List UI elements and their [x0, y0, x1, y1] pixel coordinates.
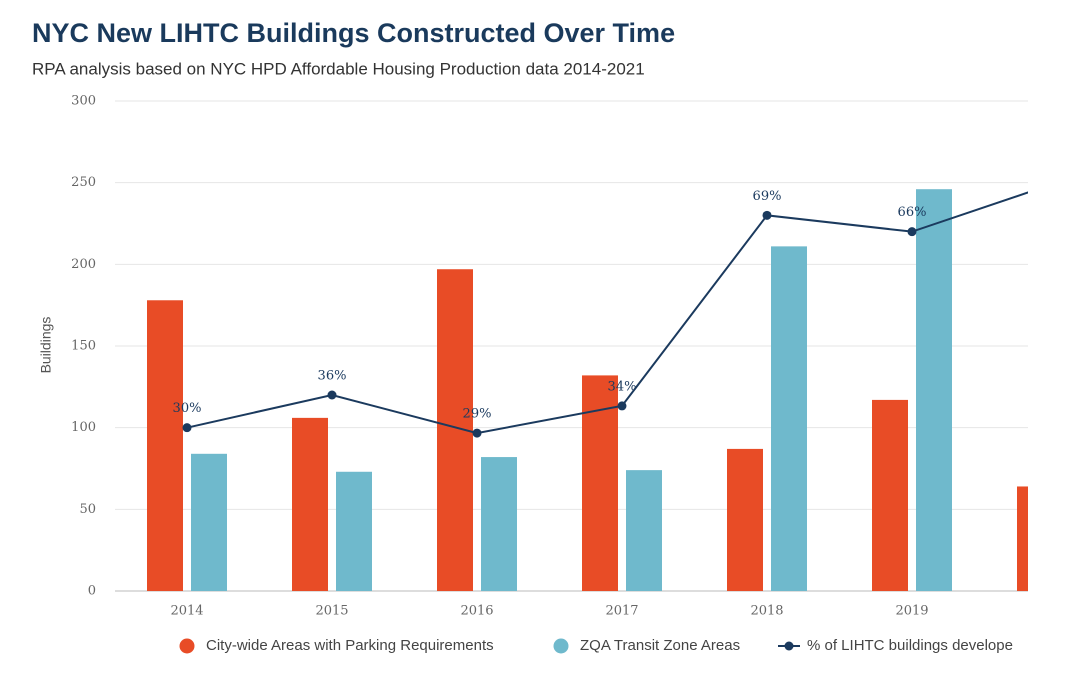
- y-tick-label: 300: [71, 94, 96, 109]
- bar: [626, 470, 662, 591]
- data-label: 66%: [898, 205, 927, 220]
- y-tick-label: 250: [71, 175, 96, 190]
- x-tick-label: 2014: [170, 604, 203, 619]
- line-point: [907, 227, 917, 237]
- line-point: [327, 390, 337, 400]
- y-tick-label: 0: [88, 584, 96, 599]
- x-tick-label: 2017: [605, 604, 638, 619]
- bar: [916, 189, 952, 591]
- chart-subtitle: RPA analysis based on NYC HPD Affordable…: [32, 59, 645, 78]
- bar: [336, 471, 372, 591]
- bar: [1017, 486, 1028, 591]
- chart-title: NYC New LIHTC Buildings Constructed Over…: [32, 18, 675, 48]
- data-label: 36%: [318, 369, 347, 384]
- legend-label: City-wide Areas with Parking Requirement…: [206, 637, 494, 654]
- bar: [872, 399, 908, 591]
- line-point: [1053, 178, 1062, 187]
- line-point: [182, 423, 192, 433]
- bar: [727, 448, 763, 591]
- data-label: 30%: [173, 401, 202, 416]
- bar: [292, 417, 328, 591]
- bar: [191, 453, 227, 591]
- x-tick-label: 2016: [460, 604, 493, 619]
- bar: [771, 246, 807, 591]
- legend-label: ZQA Transit Zone Areas: [580, 637, 740, 654]
- legend-marker: [179, 638, 195, 654]
- bar: [147, 300, 183, 591]
- x-tick-label: 2018: [750, 604, 783, 619]
- legend-marker: [553, 638, 569, 654]
- plot-area: 30% 36% 29% 34% 69% 66%: [115, 100, 1062, 592]
- data-label: 34%: [608, 379, 637, 394]
- x-tick-label: 2019: [895, 604, 928, 619]
- y-tick-label: 50: [79, 502, 96, 517]
- y-tick-label: 200: [71, 257, 96, 272]
- line-point: [472, 428, 482, 438]
- x-tick-label: 2015: [315, 604, 348, 619]
- legend-marker: [784, 641, 794, 651]
- legend-label: % of LIHTC buildings develope: [807, 637, 1013, 654]
- data-label: 69%: [753, 189, 782, 204]
- bar: [481, 457, 517, 591]
- y-axis-label: Buildings: [38, 317, 54, 374]
- line-point: [762, 210, 772, 220]
- y-tick-label: 150: [71, 339, 96, 354]
- line-point: [617, 401, 627, 411]
- data-label: 29%: [463, 407, 492, 422]
- y-tick-label: 100: [71, 420, 96, 435]
